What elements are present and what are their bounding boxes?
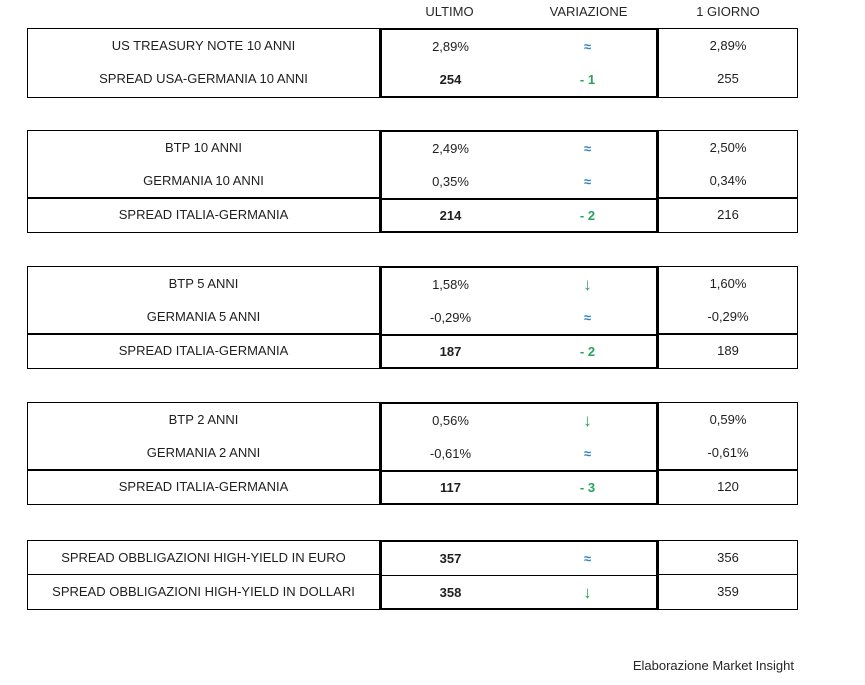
label-box: BTP 5 ANNI GERMANIA 5 ANNI SPREAD ITALIA-G…: [27, 266, 380, 369]
giorno-value: 2,89%: [709, 38, 747, 53]
ultimo-value: 357: [439, 551, 462, 566]
approx-equal-icon: ≈: [583, 310, 592, 325]
ultimo-variazione-box: 357 ≈358 ↓: [380, 540, 658, 610]
values-row: 357 ≈: [382, 542, 656, 575]
values-row: 1,58% ↓: [382, 268, 656, 301]
values-row: 187 - 2: [382, 334, 656, 367]
down-arrow-icon: ↓: [583, 275, 592, 294]
giorno-value: -0,61%: [707, 445, 749, 460]
1-giorno-box: 356 359: [658, 540, 798, 610]
instrument-label: GERMANIA 10 ANNI: [143, 173, 264, 188]
approx-equal-icon: ≈: [583, 446, 592, 461]
instrument-group: BTP 2 ANNI GERMANIA 2 ANNI SPREAD ITALIA-G…: [27, 402, 798, 505]
1-giorno-box: 0,59% -0,61% 120: [658, 402, 798, 505]
1-giorno-box: 2,89% 255: [658, 28, 798, 98]
instrument-label: SPREAD OBBLIGAZIONI HIGH-YIELD IN EURO: [61, 550, 346, 565]
label-box: US TREASURY NOTE 10 ANNI SPREAD USA-GERMA…: [27, 28, 380, 98]
instrument-label: GERMANIA 5 ANNI: [146, 309, 261, 324]
column-header-1-giorno: 1 GIORNO: [696, 4, 760, 19]
instrument-label: SPREAD ITALIA-GERMANIA: [28, 469, 379, 502]
giorno-value: -0,29%: [707, 309, 749, 324]
instrument-label: SPREAD OBBLIGAZIONI HIGH-YIELD IN DOLLAR…: [28, 574, 379, 607]
values-row: 358 ↓: [382, 575, 656, 608]
giorno-value: 255: [717, 71, 739, 86]
ultimo-value: 1,58%: [432, 277, 469, 292]
instrument-label: SPREAD ITALIA-GERMANIA: [28, 333, 379, 366]
values-row: 2,49% ≈: [382, 132, 656, 165]
values-row: 0,56% ↓: [382, 404, 656, 437]
ultimo-value: 0,35%: [432, 174, 469, 189]
giorno-value: 0,59%: [709, 412, 747, 427]
table-groups: US TREASURY NOTE 10 ANNI SPREAD USA-GERMA…: [27, 28, 798, 610]
label-box: SPREAD OBBLIGAZIONI HIGH-YIELD IN EURO SP…: [27, 540, 380, 610]
instrument-label: US TREASURY NOTE 10 ANNI: [111, 38, 296, 53]
bond-spread-report: ULTIMO VARIAZIONE 1 GIORNO US TREASURY N…: [27, 4, 798, 673]
label-box: BTP 10 ANNI GERMANIA 10 ANNI SPREAD ITALIA…: [27, 130, 380, 233]
instrument-group: US TREASURY NOTE 10 ANNI SPREAD USA-GERMA…: [27, 28, 798, 98]
values-row: 2,89% ≈: [382, 30, 656, 63]
ultimo-value: 254: [439, 72, 462, 87]
variation-value: - 1: [579, 72, 596, 87]
instrument-label: BTP 10 ANNI: [164, 140, 243, 155]
ultimo-value: -0,29%: [429, 310, 472, 325]
giorno-value: 356: [717, 550, 739, 565]
values-row: 214 - 2: [382, 198, 656, 231]
ultimo-value: -0,61%: [429, 446, 472, 461]
approx-equal-icon: ≈: [583, 174, 592, 189]
instrument-group: SPREAD OBBLIGAZIONI HIGH-YIELD IN EURO SP…: [27, 540, 798, 610]
instrument-label: BTP 5 ANNI: [168, 276, 239, 291]
instrument-label: SPREAD USA-GERMANIA 10 ANNI: [99, 71, 308, 86]
variation-value: - 3: [579, 480, 596, 495]
ultimo-variazione-box: 0,56% ↓ -0,61% ≈117 - 3: [380, 402, 658, 505]
ultimo-value: 214: [439, 208, 462, 223]
values-row: -0,29% ≈: [382, 301, 656, 334]
ultimo-value: 358: [439, 584, 462, 600]
giorno-value: 359: [659, 574, 797, 607]
1-giorno-box: 2,50% 0,34% 216: [658, 130, 798, 233]
values-row: -0,61% ≈: [382, 437, 656, 470]
column-header-row: ULTIMO VARIAZIONE 1 GIORNO: [27, 4, 798, 22]
values-row: 117 - 3: [382, 470, 656, 503]
giorno-value: 216: [659, 197, 797, 230]
instrument-label: BTP 2 ANNI: [168, 412, 239, 427]
label-box: BTP 2 ANNI GERMANIA 2 ANNI SPREAD ITALIA-G…: [27, 402, 380, 505]
credit-line: Elaborazione Market Insight: [632, 658, 794, 673]
1-giorno-box: 1,60% -0,29% 189: [658, 266, 798, 369]
down-arrow-icon: ↓: [583, 582, 592, 602]
variation-value: - 2: [579, 208, 596, 223]
header-spacer: [27, 4, 380, 22]
ultimo-value: 2,49%: [432, 141, 469, 156]
approx-equal-icon: ≈: [583, 551, 592, 566]
instrument-label: GERMANIA 2 ANNI: [146, 445, 261, 460]
ultimo-variazione-box: 1,58% ↓ -0,29% ≈187 - 2: [380, 266, 658, 369]
column-header-ultimo: ULTIMO: [425, 4, 474, 19]
column-header-variazione: VARIAZIONE: [549, 4, 628, 19]
ultimo-value: 0,56%: [432, 413, 469, 428]
giorno-value: 189: [659, 333, 797, 366]
instrument-group: BTP 10 ANNI GERMANIA 10 ANNI SPREAD ITALIA…: [27, 130, 798, 233]
ultimo-variazione-box: 2,89% ≈254 - 1: [380, 28, 658, 98]
down-arrow-icon: ↓: [583, 411, 592, 430]
ultimo-value: 117: [440, 480, 461, 495]
approx-equal-icon: ≈: [583, 39, 592, 54]
giorno-value: 120: [659, 469, 797, 502]
values-row: 0,35% ≈: [382, 165, 656, 198]
approx-equal-icon: ≈: [583, 141, 592, 156]
giorno-value: 2,50%: [709, 140, 747, 155]
instrument-group: BTP 5 ANNI GERMANIA 5 ANNI SPREAD ITALIA-G…: [27, 266, 798, 369]
ultimo-value: 187: [439, 344, 462, 359]
values-row: 254 - 1: [382, 63, 656, 96]
giorno-value: 0,34%: [709, 173, 747, 188]
variation-value: - 2: [579, 344, 596, 359]
ultimo-variazione-box: 2,49% ≈0,35% ≈214 - 2: [380, 130, 658, 233]
ultimo-value: 2,89%: [432, 39, 469, 54]
instrument-label: SPREAD ITALIA-GERMANIA: [28, 197, 379, 230]
giorno-value: 1,60%: [709, 276, 747, 291]
